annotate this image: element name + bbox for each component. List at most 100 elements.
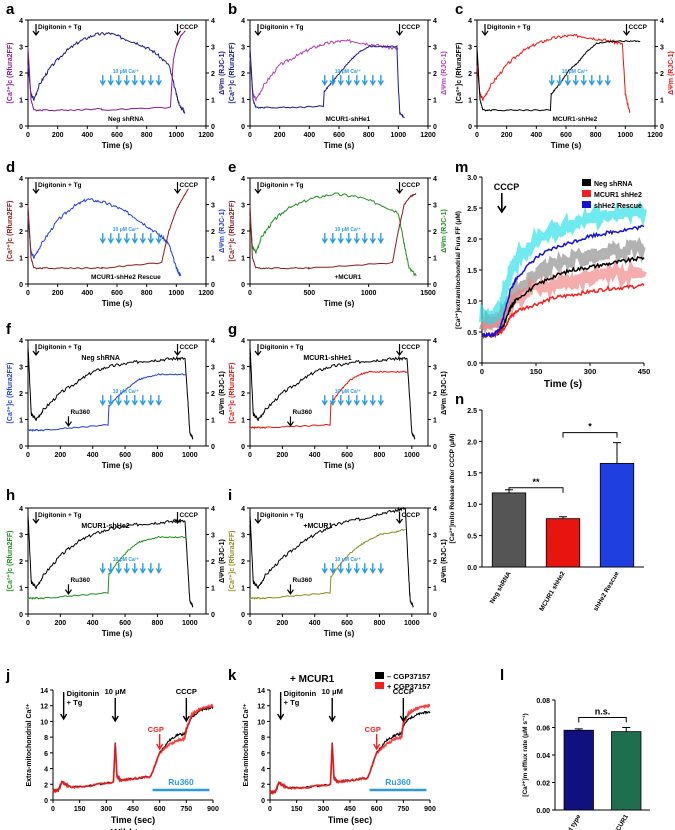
x-tick-label: 1000 (618, 132, 634, 139)
ca-pulse-arrow (377, 395, 384, 407)
y-axis-label-right: ΔΨm (RJC-1) (441, 371, 448, 415)
y-tick-label-right: 2 (433, 71, 437, 78)
y-tick-label-right: 4 (433, 176, 437, 183)
y-tick-label-right: 3 (211, 365, 215, 372)
ru360-label: Ru360 (70, 409, 90, 416)
ru360-arrow (64, 584, 72, 595)
y-tick-label-left: 0 (468, 124, 472, 131)
cccp-arrow (174, 24, 181, 36)
legend-label: MCUR1 shHe2 (594, 192, 642, 199)
ca-pulse-label: 10 μM Ca²⁺ (562, 69, 589, 75)
y-tick-label: 1.0 (467, 502, 477, 509)
x-tick-label: 600 (119, 452, 131, 459)
x-axis-label: Time (s) (102, 299, 133, 308)
panel-letter-n: n (455, 391, 464, 408)
series-line-cytosolic-ca (249, 528, 406, 601)
cccp-label: CCCP (629, 24, 648, 31)
ru360-arrow (64, 416, 72, 427)
y-tick-label-left: 1 (241, 256, 245, 263)
addition-label: Digitonin + Tg (260, 344, 304, 351)
ru360-label: Ru360 (385, 777, 411, 787)
ca-pulse-arrow (345, 75, 352, 87)
y-tick-label: 0 (44, 798, 48, 805)
legend-label: Neg shRNA (594, 181, 633, 188)
ca-pulse-arrow (337, 395, 344, 407)
y-tick-label-left: 0 (19, 444, 23, 451)
x-tick-label: 150 (74, 806, 86, 813)
x-tick-label: 600 (154, 806, 166, 813)
y-tick-label-right: 4 (433, 338, 437, 345)
legend-swatch (582, 190, 591, 197)
y-axis-label-left: [Ca²⁺]c (Rfura2FF) (456, 43, 463, 104)
ca-pulse-label: 10 μM (105, 687, 126, 696)
y-tick-label-left: 1 (468, 98, 472, 105)
addition-arrow (254, 512, 262, 524)
x-tick-label: 600 (371, 806, 383, 813)
y-tick-label-left: 2 (241, 71, 245, 78)
ca-pulse-arrow (377, 563, 384, 575)
series-line-cytosolic-ca (476, 40, 641, 112)
panel-i: 0 200 400 600 800 1000 0 1 2 3 4 0 1 2 3 4 Time (s) [Ca²⁺… (229, 506, 448, 638)
ca-pulse-arrow (155, 395, 162, 407)
x-tick-label: 750 (180, 806, 192, 813)
x-tick-label: 400 (303, 132, 315, 139)
y-tick-label-left: 4 (241, 176, 245, 183)
x-tick-label: 1000 (182, 452, 198, 459)
x-tick-label: 0 (26, 620, 30, 627)
y-tick-label-right: 2 (433, 559, 437, 566)
y-tick-label-right: 0 (211, 124, 215, 131)
y-tick-label-left: 1 (19, 418, 23, 425)
series-line-membrane-potential (27, 31, 186, 114)
y-tick-label-right: 3 (211, 533, 215, 540)
y-tick-label: 1.5 (467, 268, 477, 275)
y-tick-label: 3.0 (467, 175, 477, 182)
y-tick-label-left: 0 (241, 282, 245, 289)
y-tick-label-right: 3 (211, 203, 215, 210)
ca-pulse-arrow (139, 563, 146, 575)
series-line-cytosolic-ca (27, 188, 189, 270)
ca-pulse-arrow (369, 395, 376, 407)
x-tick-label: 0 (248, 290, 252, 297)
addition-arrow (60, 692, 68, 721)
cccp-arrow (396, 24, 403, 36)
cccp-label: CCCP (494, 182, 520, 192)
ca-pulse-arrow (115, 395, 122, 407)
series-line-membrane-potential (476, 33, 631, 113)
x-tick-label: 800 (590, 132, 602, 139)
y-tick-label-left: 3 (468, 45, 472, 52)
cgp-arrow (373, 734, 381, 751)
y-tick-label-left: 3 (241, 45, 245, 52)
x-tick-label: 0 (51, 806, 55, 813)
y-tick-label-right: 0 (211, 612, 215, 619)
panel-n: 0.0 0.5 1.0 1.5 2.0 2.5 [Ca²⁺]mito Release aft… (449, 408, 644, 612)
y-tick-label-left: 0 (241, 444, 245, 451)
addition-arrow (32, 512, 40, 524)
cgp-label: CGP (148, 725, 164, 734)
ca-pulse-arrow (337, 75, 344, 87)
panel-letter-c: c (455, 1, 463, 18)
y-tick-label-left: 3 (241, 533, 245, 540)
y-axis-label-right: ΔΨm (RJC-1) (219, 209, 226, 253)
y-tick-label-left: 1 (241, 98, 245, 105)
x-tick-label: 1200 (198, 290, 214, 297)
ru360-label: Ru360 (70, 577, 90, 584)
y-tick-label-left: 4 (241, 18, 245, 25)
y-tick-label-left: 4 (19, 338, 23, 345)
x-tick-label: 0 (248, 620, 252, 627)
panel-l: 0.00 0.02 0.04 0.06 0.08 [Ca²⁺]m efflux rate … (522, 698, 650, 830)
y-tick-label-right: 2 (433, 391, 437, 398)
ca-pulse-arrow (155, 233, 162, 245)
y-tick-label-right: 0 (211, 444, 215, 451)
series-line-cytosolic-ca (27, 535, 187, 601)
ca-pulse-arrow (99, 233, 106, 245)
series-line-membrane-potential (249, 506, 414, 608)
panel-f: 0 200 400 600 800 1000 0 1 2 3 4 0 1 2 3 4 Time (s) [Ca²⁺… (7, 338, 226, 470)
ru360-label: Ru360 (292, 577, 312, 584)
ca-pulse-arrow (115, 233, 122, 245)
x-tick-label: 150 (291, 806, 303, 813)
ru360-label: Ru360 (168, 777, 194, 787)
ca-pulse-arrow (123, 563, 130, 575)
ca-pulse-arrow (572, 75, 579, 87)
